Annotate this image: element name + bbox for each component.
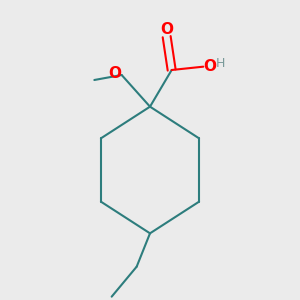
Text: O: O [160, 22, 173, 37]
Text: H: H [216, 58, 225, 70]
Text: O: O [109, 66, 122, 81]
Text: O: O [203, 59, 216, 74]
